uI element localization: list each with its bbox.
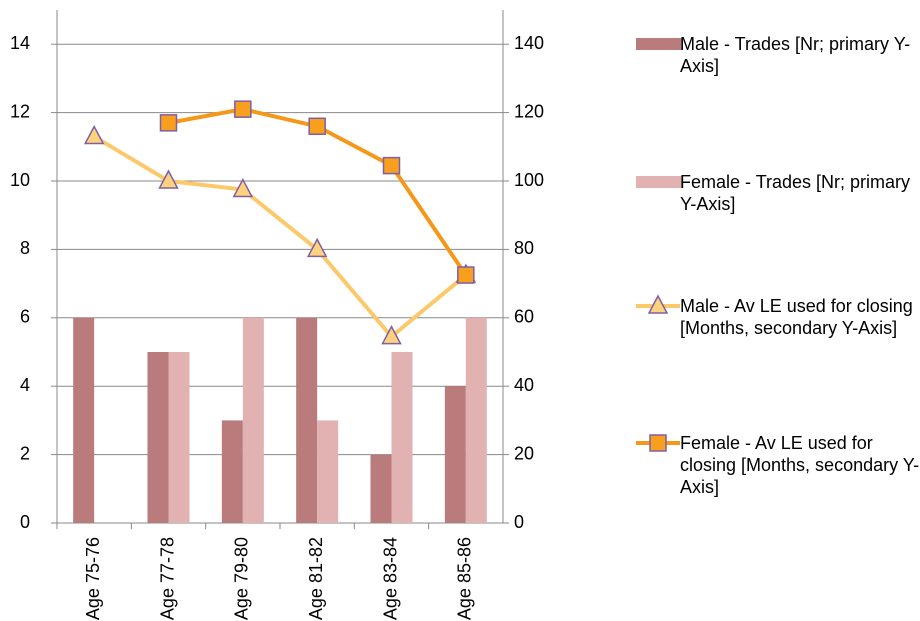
- bar: [465, 317, 487, 523]
- y2-tick-label: 40: [514, 375, 534, 395]
- legend-swatch: [636, 38, 682, 50]
- legend-marker: [647, 294, 669, 314]
- y-tick-label: 14: [10, 33, 30, 53]
- marker: [308, 117, 326, 136]
- marker: [306, 237, 328, 258]
- bar: [317, 420, 339, 523]
- y-tick-label: 12: [10, 101, 30, 121]
- legend-label: Male - Av LE used for closing [Months, s…: [680, 296, 913, 338]
- y2-tick-label: 120: [514, 101, 544, 121]
- legend-swatch: [636, 176, 682, 188]
- y-tick-label: 10: [10, 170, 30, 190]
- bar: [242, 317, 264, 523]
- marker: [232, 177, 254, 198]
- bar: [73, 317, 95, 523]
- legend-label: Female - Av LE used for closing [Months,…: [680, 433, 920, 497]
- y2-tick-label: 0: [514, 512, 524, 532]
- x-tick-label: Age 75-76: [83, 537, 103, 620]
- marker: [381, 325, 402, 345]
- marker: [382, 156, 401, 175]
- y2-tick-label: 80: [514, 238, 534, 258]
- y-tick-label: 4: [20, 375, 30, 395]
- y2-tick-label: 60: [514, 307, 534, 327]
- marker: [158, 169, 179, 189]
- legend-marker: [649, 434, 667, 452]
- y-tick-label: 0: [20, 512, 30, 532]
- marker: [234, 100, 252, 118]
- bar: [296, 317, 318, 523]
- x-tick-label: Age 83-84: [380, 537, 400, 620]
- y2-tick-label: 100: [514, 170, 544, 190]
- legend-label: Female - Trades [Nr; primary Y-Axis]: [680, 172, 911, 214]
- bar: [168, 352, 190, 523]
- bar: [391, 352, 413, 523]
- bar: [221, 420, 243, 523]
- y2-tick-label: 20: [514, 443, 534, 463]
- marker: [159, 114, 178, 132]
- bar: [147, 352, 169, 523]
- bar: [370, 454, 392, 523]
- y-tick-label: 8: [20, 238, 30, 258]
- x-tick-label: Age 85-86: [455, 537, 475, 620]
- line: [93, 134, 468, 339]
- y2-tick-label: 140: [514, 33, 544, 53]
- x-tick-label: Age 79-80: [232, 537, 252, 620]
- marker: [83, 124, 105, 145]
- x-tick-label: Age 81-82: [306, 537, 326, 620]
- x-tick-label: Age 77-78: [157, 537, 177, 620]
- bar: [444, 386, 466, 523]
- marker: [457, 266, 475, 284]
- legend-label: Male - Trades [Nr; primary Y-Axis]: [680, 34, 911, 76]
- y-tick-label: 2: [20, 443, 30, 463]
- y-tick-label: 6: [20, 307, 30, 327]
